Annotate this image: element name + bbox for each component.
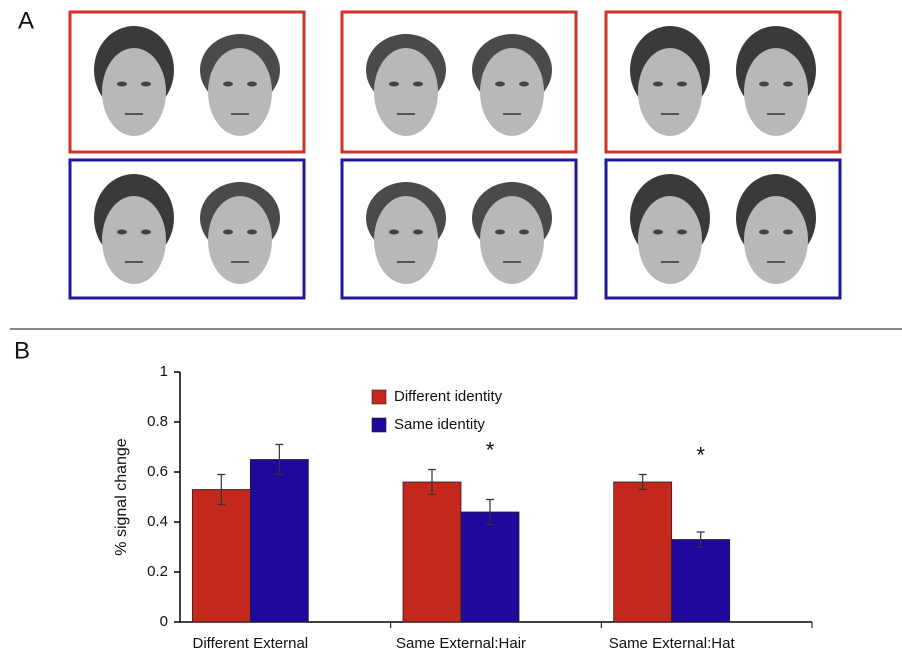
significance: *	[696, 442, 705, 467]
eye	[413, 230, 423, 235]
eye	[141, 230, 151, 235]
legend-swatch	[372, 390, 386, 404]
face	[208, 48, 272, 136]
figure: A B 0 0.2 0.4 0.6 0.8 1 % signal change Differe…	[0, 0, 902, 654]
eye	[247, 230, 257, 235]
bar	[192, 490, 250, 623]
eye	[389, 82, 399, 87]
face	[744, 196, 808, 284]
eye	[389, 230, 399, 235]
eye	[223, 82, 233, 87]
face	[102, 196, 166, 284]
y-tick-label: 0	[160, 613, 168, 630]
face	[208, 196, 272, 284]
x-tick-label: Same External:Hair	[396, 635, 526, 652]
eye	[247, 82, 257, 87]
eye	[677, 82, 687, 87]
eye	[117, 230, 127, 235]
eye	[519, 230, 529, 235]
eye	[759, 82, 769, 87]
bar	[250, 460, 308, 623]
eye	[223, 230, 233, 235]
eye	[759, 230, 769, 235]
y-tick-label: 1	[160, 363, 168, 380]
panel-label: B	[14, 337, 30, 364]
x-tick-label: Same External:Hat	[609, 635, 736, 652]
eye	[141, 82, 151, 87]
eye	[677, 230, 687, 235]
face	[638, 48, 702, 136]
eye	[495, 82, 505, 87]
legend-label: Different identity	[394, 388, 503, 405]
face	[480, 48, 544, 136]
y-tick-label: 0.6	[147, 463, 168, 480]
face	[374, 48, 438, 136]
eye	[783, 230, 793, 235]
eye	[117, 82, 127, 87]
face	[638, 196, 702, 284]
significance: *	[486, 437, 495, 462]
y-tick-label: 0.8	[147, 413, 168, 430]
y-tick-label: 0.4	[147, 513, 168, 530]
eye	[653, 82, 663, 87]
bar	[461, 512, 519, 622]
y-tick-label: 0.2	[147, 563, 168, 580]
face	[480, 196, 544, 284]
x-tick-label: Different External	[193, 635, 309, 652]
eye	[783, 82, 793, 87]
face	[374, 196, 438, 284]
y-axis-label: % signal change	[113, 438, 130, 556]
panel-label: A	[18, 7, 34, 34]
face	[744, 48, 808, 136]
eye	[495, 230, 505, 235]
legend-label: Same identity	[394, 416, 485, 433]
eye	[653, 230, 663, 235]
face	[102, 48, 166, 136]
bar	[672, 540, 730, 623]
legend-swatch	[372, 418, 386, 432]
bar	[403, 482, 461, 622]
eye	[413, 82, 423, 87]
bar	[614, 482, 672, 622]
eye	[519, 82, 529, 87]
